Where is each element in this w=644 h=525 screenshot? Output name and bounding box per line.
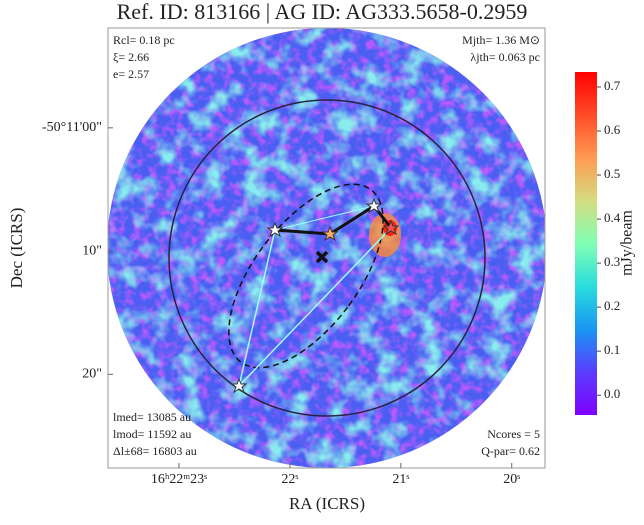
- annotation: Ncores = 5: [487, 427, 540, 441]
- annotation: λjth= 0.063 pc: [470, 50, 540, 64]
- y-tick-label: -50°11'00": [42, 120, 102, 135]
- colorbar-tick-label: 0.2: [604, 298, 620, 313]
- annotation: Δl±68= 16803 au: [113, 444, 197, 458]
- annotation: Q-par= 0.62: [481, 444, 540, 458]
- colorbar-tick-label: 0.5: [604, 166, 620, 181]
- annotation: e= 2.57: [113, 67, 149, 81]
- colorbar-tick-label: 0.1: [604, 342, 620, 357]
- y-axis-label: Dec (ICRS): [7, 208, 26, 289]
- colorbar-label: mJy/beam: [619, 210, 636, 276]
- x-axis-label: RA (ICRS): [289, 494, 365, 513]
- y-tick-label: 20": [82, 367, 102, 382]
- x-tick-label: 16ʰ22ᵐ23ˢ: [151, 472, 207, 487]
- colorbar-tick-label: 0.4: [604, 210, 621, 225]
- x-tick-label: 20ˢ: [503, 472, 520, 487]
- chart-title: Ref. ID: 813166 | AG ID: AG333.5658-0.29…: [117, 0, 528, 24]
- colorbar-tick-label: 0.7: [604, 78, 621, 93]
- axes-frame: [107, 27, 546, 469]
- colorbar-tick-label: 0.3: [604, 254, 620, 269]
- y-tick-label: 10": [82, 243, 102, 258]
- overlay: [168, 99, 486, 417]
- colorbar-tick-label: 0.0: [604, 386, 620, 401]
- annotation: lmed= 13085 au: [113, 410, 191, 424]
- colorbar: [575, 72, 597, 415]
- colorbar-tick-label: 0.6: [604, 122, 621, 137]
- x-tick-label: 22ˢ: [281, 472, 298, 487]
- x-tick-label: 21ˢ: [392, 472, 409, 487]
- annotation: Rcl= 0.18 pc: [113, 33, 175, 47]
- image: [108, 28, 545, 468]
- annotation: ξ= 2.66: [113, 50, 149, 64]
- annotation: Mjth= 1.36 M⊙: [462, 33, 540, 47]
- annotation: lmod= 11592 au: [113, 427, 191, 441]
